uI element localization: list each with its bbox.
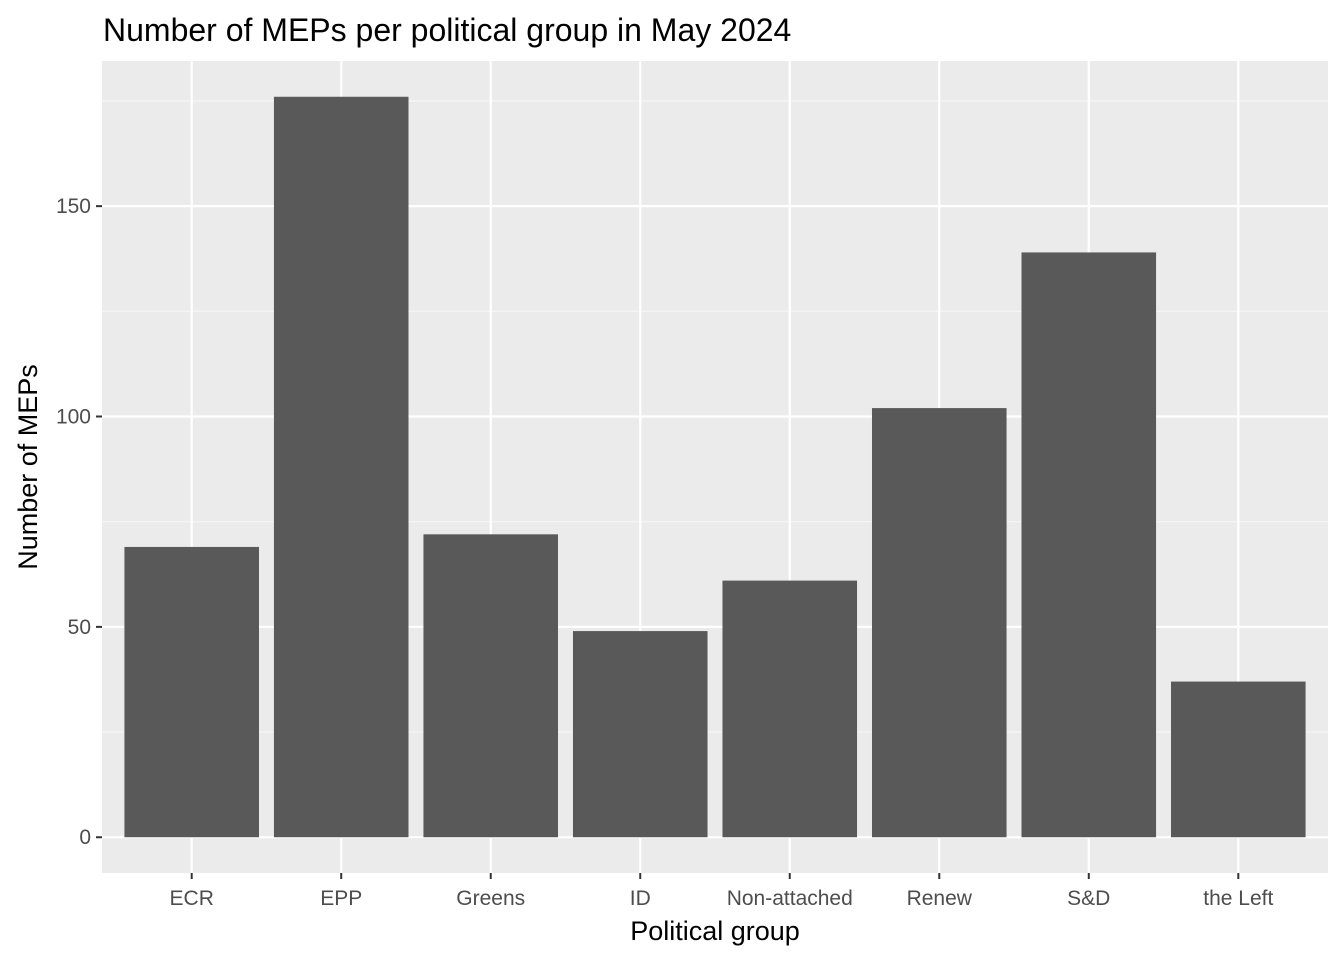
bars-group [124,96,1306,838]
x-axis-title: Political group [630,916,800,946]
y-axis: 0 50 100 150 [56,195,102,849]
bar-s-d [1021,252,1157,838]
x-tick-label: Renew [907,887,973,910]
y-tick-label: 150 [56,195,91,218]
y-tick-label: 50 [68,616,91,639]
bar-greens [423,534,559,838]
chart-title: Number of MEPs per political group in Ma… [103,12,791,48]
bar-renew [871,408,1007,838]
bar-non-attached [722,580,858,838]
x-tick-label: S&D [1067,887,1110,910]
y-tick-label: 100 [56,406,91,429]
x-axis: ECR EPP Greens ID Non-attached Renew S&D the Le… [170,873,1273,910]
y-tick-label: 0 [79,826,91,849]
bar-id [572,631,708,838]
x-tick-label: the Left [1203,887,1273,910]
x-tick-label: ECR [170,887,214,910]
x-tick-label: Non-attached [727,887,853,910]
x-tick-label: Greens [456,887,525,910]
bar-the-left [1171,681,1306,838]
bar-ecr [124,546,259,838]
x-tick-label: ID [630,887,651,910]
y-axis-title: Number of MEPs [13,364,43,570]
bar-epp [273,96,409,838]
x-tick-label: EPP [320,887,362,910]
